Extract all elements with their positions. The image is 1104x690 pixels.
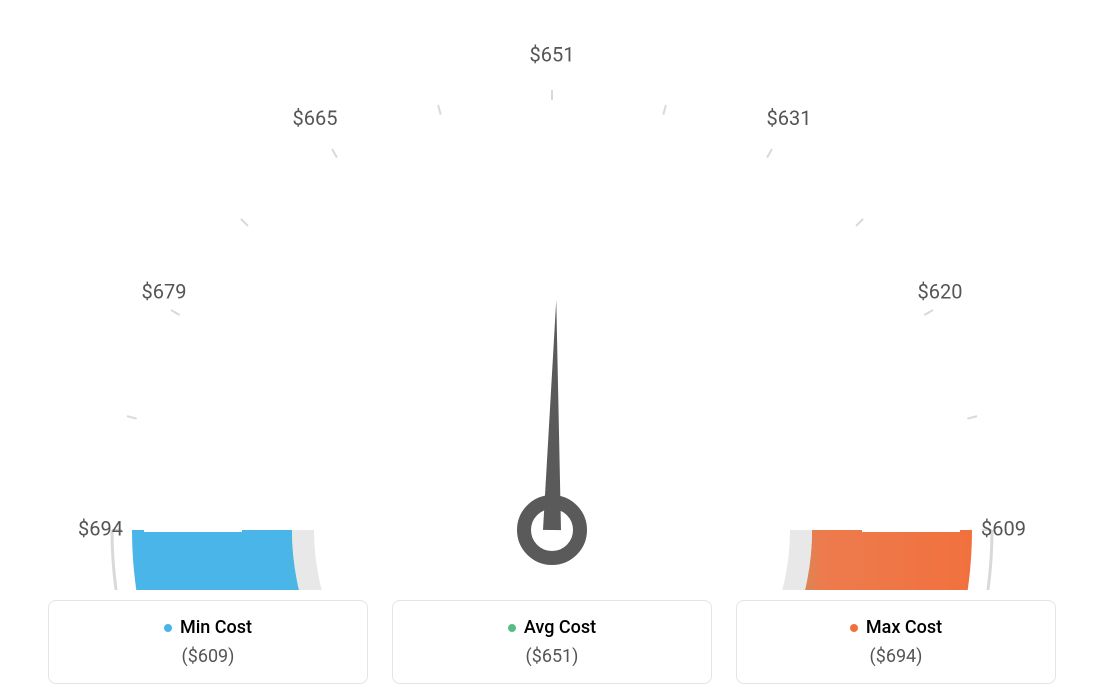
dot-icon: [508, 624, 516, 632]
svg-text:$694: $694: [78, 516, 123, 540]
dot-icon: [850, 624, 858, 632]
svg-text:$665: $665: [293, 106, 338, 130]
svg-text:$620: $620: [918, 279, 963, 303]
svg-text:$631: $631: [767, 106, 812, 130]
legend-min-title: Min Cost: [61, 617, 355, 638]
legend-avg-value: ($651): [405, 646, 699, 667]
legend-max-value: ($694): [749, 646, 1043, 667]
legend-row: Min Cost ($609) Avg Cost ($651) Max Cost…: [40, 600, 1064, 684]
dot-icon: [164, 624, 172, 632]
legend-min: Min Cost ($609): [48, 600, 368, 684]
svg-text:$679: $679: [142, 279, 187, 303]
cost-gauge: $609 $620 $631 $651 $665 $679 $694: [40, 30, 1064, 590]
legend-avg: Avg Cost ($651): [392, 600, 712, 684]
legend-min-value: ($609): [61, 646, 355, 667]
legend-avg-title: Avg Cost: [405, 617, 699, 638]
legend-max-label: Max Cost: [866, 617, 942, 638]
legend-avg-label: Avg Cost: [524, 617, 596, 638]
legend-min-label: Min Cost: [180, 617, 252, 638]
svg-text:$651: $651: [530, 42, 575, 66]
legend-max: Max Cost ($694): [736, 600, 1056, 684]
gauge-svg: $609 $620 $631 $651 $665 $679 $694: [40, 30, 1064, 590]
svg-text:$609: $609: [981, 516, 1026, 540]
legend-max-title: Max Cost: [749, 617, 1043, 638]
